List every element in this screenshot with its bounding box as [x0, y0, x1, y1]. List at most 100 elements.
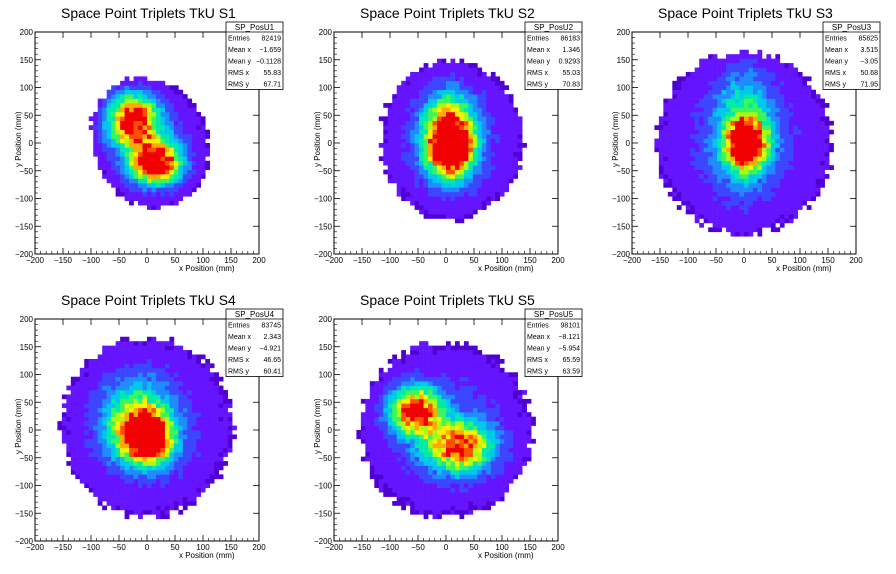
heatmap-bin: [428, 71, 433, 77]
heatmap-bin: [196, 165, 202, 170]
heatmap-bin: [138, 474, 143, 480]
heatmap-bin: [414, 367, 420, 373]
heatmap-bin: [392, 134, 398, 139]
heatmap-bin: [752, 182, 758, 188]
heatmap-bin: [124, 85, 130, 91]
heatmap-bin: [410, 354, 415, 360]
heatmap-bin: [84, 483, 90, 489]
heatmap-bin: [164, 474, 170, 480]
heatmap-bin: [142, 147, 148, 153]
heatmap-bin: [75, 443, 81, 449]
heatmap-bin: [463, 138, 469, 144]
heatmap-bin: [784, 120, 790, 126]
heatmap-bin: [129, 390, 134, 395]
heatmap-bin: [499, 111, 505, 117]
heatmap-bin: [93, 469, 99, 475]
heatmap-bin: [369, 407, 375, 413]
heatmap-bin: [481, 71, 487, 77]
heatmap-bin: [396, 501, 402, 506]
heatmap-bin: [209, 394, 215, 400]
heatmap-bin: [133, 354, 139, 360]
heatmap-bin: [147, 412, 152, 417]
heatmap-bin: [200, 134, 206, 139]
heatmap-bin: [721, 116, 727, 122]
heatmap-bin: [93, 434, 99, 440]
heatmap-bin: [160, 80, 166, 86]
heatmap-bin: [432, 129, 438, 135]
heatmap-bin: [160, 474, 166, 480]
heatmap-bin: [775, 209, 781, 215]
heatmap-bin: [685, 174, 691, 179]
heatmap-bin: [824, 165, 830, 170]
y-tick-label: 150: [20, 56, 34, 65]
heatmap-bin: [414, 151, 420, 157]
heatmap-bin: [151, 345, 157, 351]
heatmap-bin: [106, 492, 112, 497]
heatmap-bin: [218, 456, 224, 462]
heatmap-bin: [160, 178, 166, 184]
heatmap-bin: [423, 398, 429, 404]
heatmap-bin: [824, 138, 830, 144]
heatmap-bin: [133, 98, 139, 104]
heatmap-bin: [735, 205, 740, 210]
heatmap-bin: [164, 138, 170, 144]
heatmap-bin: [708, 196, 713, 202]
heatmap-bin: [667, 174, 673, 179]
heatmap-bin: [97, 416, 103, 422]
heatmap-bin: [694, 120, 700, 126]
heatmap-bin: [200, 372, 206, 378]
heatmap-bin: [775, 85, 781, 91]
heatmap-bin: [654, 143, 660, 148]
heatmap-bin: [66, 461, 72, 466]
heatmap-bin: [495, 169, 501, 175]
heatmap-bin: [685, 71, 691, 77]
heatmap-bin: [124, 478, 130, 484]
heatmap-bin: [387, 403, 393, 409]
y-tick-label: −200: [314, 250, 333, 259]
heatmap-bin: [106, 407, 112, 413]
heatmap-bin: [133, 421, 139, 426]
heatmap-bin: [784, 191, 790, 197]
heatmap-bin: [102, 120, 107, 126]
heatmap-bin: [160, 465, 166, 471]
heatmap-bin: [730, 209, 736, 215]
heatmap-bin: [820, 129, 825, 135]
heatmap-bin: [97, 354, 103, 360]
heatmap-bin: [129, 492, 134, 497]
heatmap-bin: [672, 98, 678, 104]
heatmap-bin: [477, 116, 483, 122]
heatmap-bin: [419, 80, 424, 86]
heatmap-bin: [169, 452, 175, 457]
heatmap-bin: [196, 160, 202, 166]
heatmap-bin: [775, 71, 781, 77]
heatmap-bin: [499, 169, 505, 175]
heatmap-bin: [419, 483, 424, 489]
heatmap-bin: [396, 125, 402, 130]
heatmap-bin: [761, 111, 767, 117]
heatmap-bin: [739, 138, 745, 144]
heatmap-bin: [106, 456, 112, 462]
heatmap-bin: [392, 129, 398, 135]
heatmap-bin: [383, 443, 389, 449]
heatmap-bin: [182, 138, 188, 144]
heatmap-bin: [196, 147, 202, 153]
heatmap-bin: [106, 129, 112, 135]
heatmap-bin: [797, 89, 803, 95]
heatmap-bin: [797, 205, 803, 210]
heatmap-bin: [396, 487, 402, 493]
heatmap-bin: [766, 218, 772, 224]
heatmap-bin: [214, 381, 219, 386]
heatmap-bin: [410, 134, 415, 139]
heatmap-bin: [730, 76, 736, 82]
heatmap-bin: [142, 354, 148, 360]
heatmap-bin: [374, 483, 380, 489]
heatmap-bin: [401, 474, 406, 480]
heatmap-bin: [806, 116, 812, 122]
heatmap-bin: [164, 196, 170, 202]
heatmap-bin: [784, 151, 790, 157]
heatmap-bin: [450, 196, 456, 202]
heatmap-bin: [717, 107, 722, 113]
heatmap-bin: [681, 156, 687, 162]
heatmap-bin: [160, 138, 166, 144]
heatmap-bin: [129, 125, 134, 130]
